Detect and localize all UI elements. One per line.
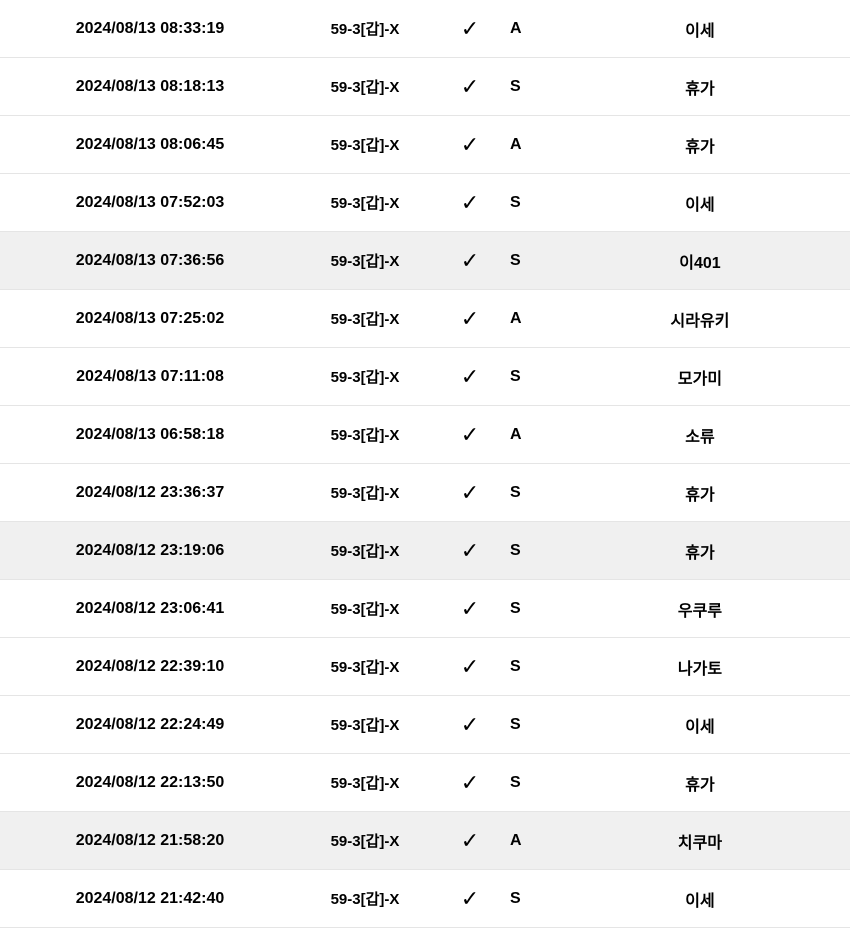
check-icon: ✓	[440, 306, 500, 332]
timestamp-cell: 2024/08/13 07:52:03	[10, 194, 290, 212]
code-cell: 59-3[갑]-X	[290, 598, 440, 619]
table-row[interactable]: 2024/08/12 21:42:4059-3[갑]-X✓S이세	[0, 870, 850, 928]
grade-cell: S	[500, 368, 560, 386]
name-cell: 이401	[560, 249, 840, 273]
grade-cell: S	[500, 658, 560, 676]
timestamp-cell: 2024/08/12 21:58:20	[10, 832, 290, 850]
timestamp-cell: 2024/08/12 23:06:41	[10, 600, 290, 618]
name-cell: 나가토	[560, 655, 840, 679]
name-cell: 휴가	[560, 539, 840, 563]
name-cell: 이세	[560, 191, 840, 215]
check-icon: ✓	[440, 538, 500, 564]
table-row[interactable]: 2024/08/13 07:52:0359-3[갑]-X✓S이세	[0, 174, 850, 232]
code-cell: 59-3[갑]-X	[290, 772, 440, 793]
grade-cell: S	[500, 716, 560, 734]
code-cell: 59-3[갑]-X	[290, 540, 440, 561]
check-icon: ✓	[440, 828, 500, 854]
code-cell: 59-3[갑]-X	[290, 482, 440, 503]
code-cell: 59-3[갑]-X	[290, 308, 440, 329]
check-icon: ✓	[440, 74, 500, 100]
code-cell: 59-3[갑]-X	[290, 76, 440, 97]
table-row[interactable]: 2024/08/12 23:36:3759-3[갑]-X✓S휴가	[0, 464, 850, 522]
name-cell: 이세	[560, 887, 840, 911]
check-icon: ✓	[440, 132, 500, 158]
table-row[interactable]: 2024/08/13 07:25:0259-3[갑]-X✓A시라유키	[0, 290, 850, 348]
log-table: 2024/08/13 08:33:1959-3[갑]-X✓A이세2024/08/…	[0, 0, 850, 928]
check-icon: ✓	[440, 654, 500, 680]
code-cell: 59-3[갑]-X	[290, 830, 440, 851]
code-cell: 59-3[갑]-X	[290, 714, 440, 735]
table-row[interactable]: 2024/08/13 08:33:1959-3[갑]-X✓A이세	[0, 0, 850, 58]
code-cell: 59-3[갑]-X	[290, 656, 440, 677]
timestamp-cell: 2024/08/13 08:33:19	[10, 20, 290, 38]
check-icon: ✓	[440, 190, 500, 216]
table-row[interactable]: 2024/08/13 08:06:4559-3[갑]-X✓A휴가	[0, 116, 850, 174]
grade-cell: S	[500, 194, 560, 212]
name-cell: 모가미	[560, 365, 840, 389]
grade-cell: S	[500, 252, 560, 270]
grade-cell: S	[500, 890, 560, 908]
name-cell: 휴가	[560, 481, 840, 505]
check-icon: ✓	[440, 16, 500, 42]
timestamp-cell: 2024/08/12 23:19:06	[10, 542, 290, 560]
check-icon: ✓	[440, 364, 500, 390]
grade-cell: S	[500, 484, 560, 502]
check-icon: ✓	[440, 422, 500, 448]
check-icon: ✓	[440, 596, 500, 622]
timestamp-cell: 2024/08/13 08:06:45	[10, 136, 290, 154]
timestamp-cell: 2024/08/13 08:18:13	[10, 78, 290, 96]
timestamp-cell: 2024/08/12 21:42:40	[10, 890, 290, 908]
check-icon: ✓	[440, 712, 500, 738]
name-cell: 휴가	[560, 771, 840, 795]
grade-cell: A	[500, 20, 560, 38]
timestamp-cell: 2024/08/13 07:11:08	[10, 368, 290, 386]
table-row[interactable]: 2024/08/12 22:39:1059-3[갑]-X✓S나가토	[0, 638, 850, 696]
check-icon: ✓	[440, 770, 500, 796]
grade-cell: S	[500, 542, 560, 560]
grade-cell: A	[500, 426, 560, 444]
timestamp-cell: 2024/08/12 22:39:10	[10, 658, 290, 676]
name-cell: 소류	[560, 423, 840, 447]
check-icon: ✓	[440, 248, 500, 274]
table-row[interactable]: 2024/08/13 06:58:1859-3[갑]-X✓A소류	[0, 406, 850, 464]
timestamp-cell: 2024/08/13 06:58:18	[10, 426, 290, 444]
grade-cell: A	[500, 310, 560, 328]
name-cell: 휴가	[560, 133, 840, 157]
table-row[interactable]: 2024/08/12 21:58:2059-3[갑]-X✓A치쿠마	[0, 812, 850, 870]
code-cell: 59-3[갑]-X	[290, 250, 440, 271]
table-row[interactable]: 2024/08/13 07:11:0859-3[갑]-X✓S모가미	[0, 348, 850, 406]
grade-cell: S	[500, 774, 560, 792]
table-row[interactable]: 2024/08/13 07:36:5659-3[갑]-X✓S이401	[0, 232, 850, 290]
timestamp-cell: 2024/08/13 07:25:02	[10, 310, 290, 328]
name-cell: 휴가	[560, 75, 840, 99]
timestamp-cell: 2024/08/12 22:13:50	[10, 774, 290, 792]
grade-cell: A	[500, 136, 560, 154]
grade-cell: S	[500, 600, 560, 618]
table-row[interactable]: 2024/08/12 23:06:4159-3[갑]-X✓S우쿠루	[0, 580, 850, 638]
timestamp-cell: 2024/08/12 22:24:49	[10, 716, 290, 734]
name-cell: 치쿠마	[560, 829, 840, 853]
code-cell: 59-3[갑]-X	[290, 888, 440, 909]
code-cell: 59-3[갑]-X	[290, 192, 440, 213]
name-cell: 우쿠루	[560, 597, 840, 621]
check-icon: ✓	[440, 886, 500, 912]
code-cell: 59-3[갑]-X	[290, 134, 440, 155]
table-row[interactable]: 2024/08/12 23:19:0659-3[갑]-X✓S휴가	[0, 522, 850, 580]
timestamp-cell: 2024/08/13 07:36:56	[10, 252, 290, 270]
code-cell: 59-3[갑]-X	[290, 18, 440, 39]
grade-cell: S	[500, 78, 560, 96]
check-icon: ✓	[440, 480, 500, 506]
table-row[interactable]: 2024/08/13 08:18:1359-3[갑]-X✓S휴가	[0, 58, 850, 116]
table-row[interactable]: 2024/08/12 22:24:4959-3[갑]-X✓S이세	[0, 696, 850, 754]
code-cell: 59-3[갑]-X	[290, 366, 440, 387]
name-cell: 이세	[560, 17, 840, 41]
name-cell: 이세	[560, 713, 840, 737]
code-cell: 59-3[갑]-X	[290, 424, 440, 445]
timestamp-cell: 2024/08/12 23:36:37	[10, 484, 290, 502]
table-row[interactable]: 2024/08/12 22:13:5059-3[갑]-X✓S휴가	[0, 754, 850, 812]
grade-cell: A	[500, 832, 560, 850]
name-cell: 시라유키	[560, 307, 840, 331]
